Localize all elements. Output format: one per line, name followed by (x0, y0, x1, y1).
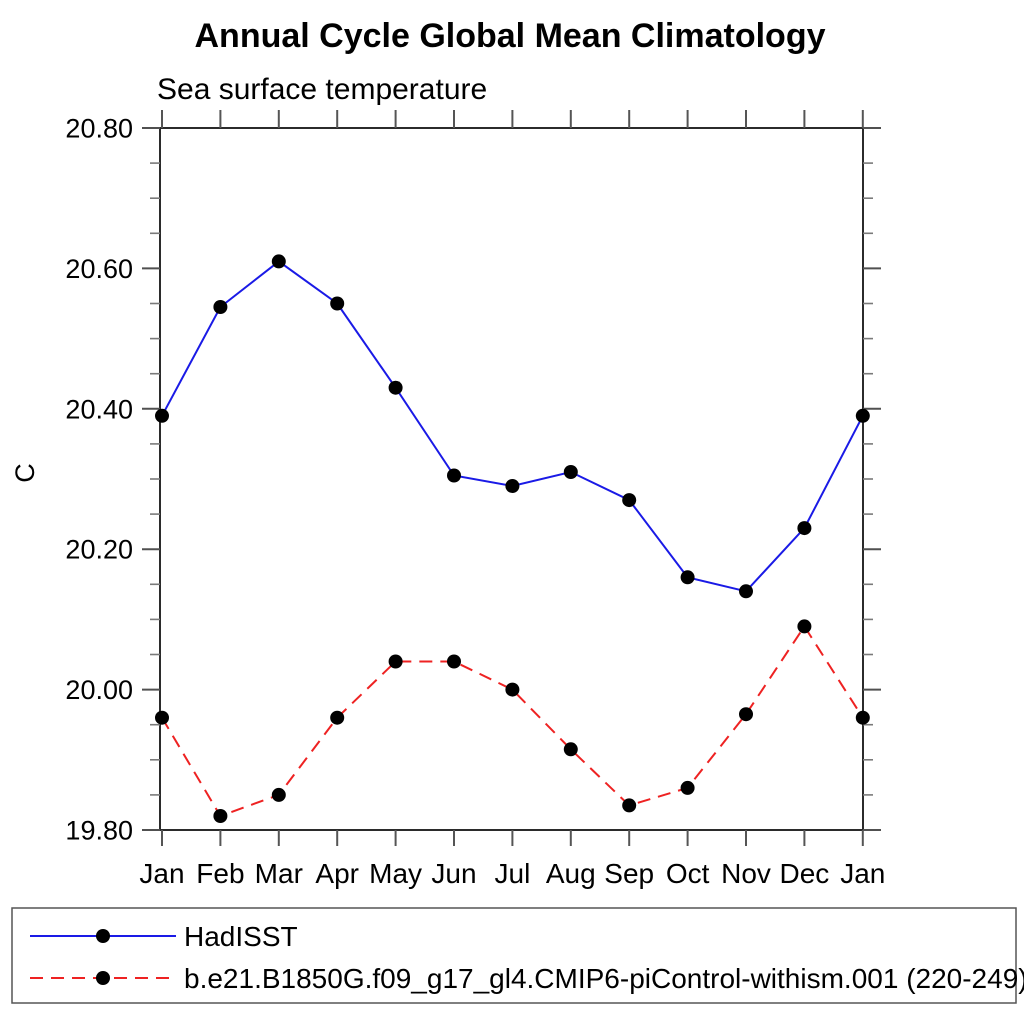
legend: HadISST b.e21.B1850G.f09_g17_gl4.CMIP6-p… (11, 907, 1024, 1004)
y-axis-tick-label: 20.60 (65, 254, 133, 284)
series-line-0 (161, 260, 864, 593)
x-axis-month-label: Feb (196, 858, 244, 889)
data-point-marker (739, 584, 753, 599)
chart-title: Annual Cycle Global Mean Climatology (195, 17, 826, 55)
data-point-marker (213, 809, 228, 823)
legend-marker-dot (96, 929, 110, 943)
x-axis-month-label: Jun (431, 858, 476, 889)
data-point-marker (155, 710, 169, 725)
x-axis-month-label: Jul (495, 858, 531, 889)
data-point-marker (447, 468, 461, 483)
data-point-marker (505, 682, 520, 697)
data-point-marker (271, 254, 286, 269)
y-axis-tick-label: 19.80 (65, 816, 133, 846)
x-axis-month-label: Oct (666, 858, 710, 889)
data-point-marker (855, 710, 870, 725)
data-point-marker (797, 521, 812, 536)
series-line-1 (161, 624, 864, 818)
data-point-marker (680, 780, 695, 795)
x-axis-month-label: Nov (721, 858, 771, 889)
x-axis-month-label: Jan (840, 858, 885, 889)
data-point-marker (213, 300, 228, 314)
data-point-marker (330, 296, 345, 311)
y-axis-label: C (10, 463, 40, 483)
x-axis-month-label: Sep (604, 858, 654, 889)
x-axis-month-label: May (369, 858, 422, 889)
legend-marker-dot (96, 971, 110, 985)
y-axis-tick-label: 20.00 (65, 675, 133, 705)
data-point-marker (388, 654, 403, 669)
data-point-marker (505, 479, 520, 493)
plot-axes: 19.80 20.00 20.20 20.40 20.60 20.80 Jan Feb Mar A… (65, 110, 885, 889)
legend-label-hadisst: HadISST (184, 921, 298, 952)
y-axis-tick-label: 20.80 (65, 114, 133, 144)
x-axis-month-label: Dec (780, 858, 830, 889)
legend-entry-hadisst: HadISST (30, 921, 298, 952)
legend-label-model: b.e21.B1850G.f09_g17_gl4.CMIP6-piControl… (184, 963, 1024, 994)
data-point-marker (855, 408, 870, 423)
data-point-marker (622, 798, 637, 813)
data-point-marker (563, 465, 578, 479)
legend-entry-model: b.e21.B1850G.f09_g17_gl4.CMIP6-piControl… (30, 963, 1024, 994)
data-point-marker (271, 787, 286, 802)
data-point-marker (680, 570, 695, 585)
data-point-marker (330, 710, 345, 725)
data-point-marker (388, 380, 403, 395)
data-point-marker (739, 707, 753, 722)
x-axis-month-label: Apr (315, 858, 359, 889)
x-axis-month-label: Aug (546, 858, 596, 889)
data-point-marker (797, 619, 812, 634)
x-axis-month-label: Mar (255, 858, 303, 889)
legend-box (11, 907, 1017, 1004)
data-point-marker (447, 654, 461, 669)
data-point-marker (155, 408, 169, 423)
chart-subtitle: Sea surface temperature (157, 73, 487, 106)
data-point-marker (622, 493, 637, 508)
data-point-marker (563, 742, 578, 757)
x-axis-month-label: Jan (139, 858, 184, 889)
y-axis-tick-label: 20.20 (65, 535, 133, 565)
data-series (155, 254, 870, 823)
y-axis-tick-label: 20.40 (65, 394, 133, 424)
